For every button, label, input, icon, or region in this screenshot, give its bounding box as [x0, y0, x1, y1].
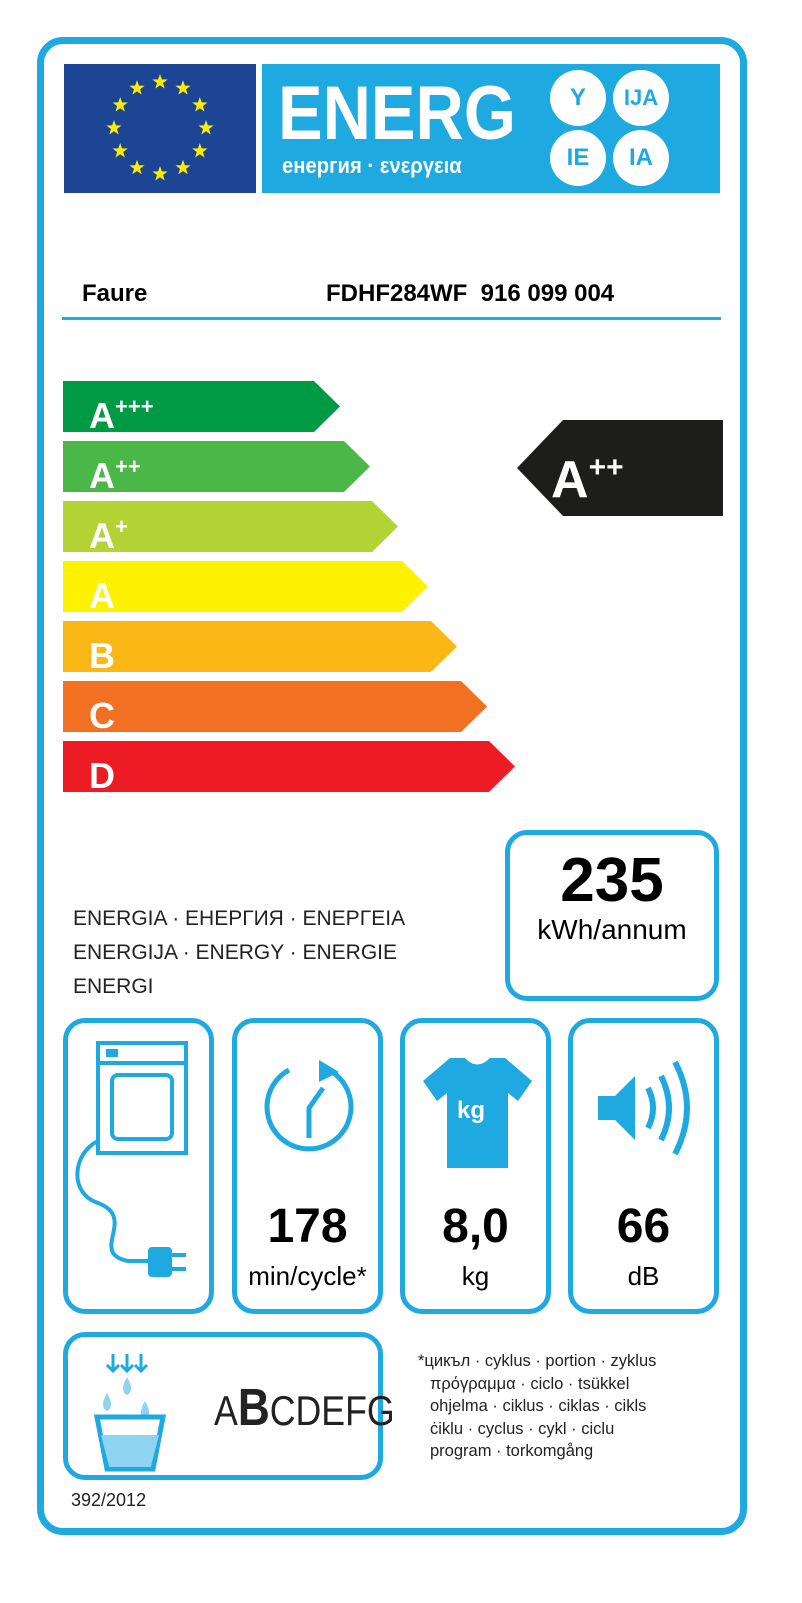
scale-label: A: [89, 455, 115, 496]
scale-label: A: [89, 395, 115, 436]
noise-unit: dB: [627, 1261, 660, 1291]
footnote-line: πρόγραμμα · ciclo · tsükkel: [430, 1374, 630, 1393]
scale-label: C: [89, 695, 115, 736]
cycle-time-value: 178: [267, 1200, 348, 1253]
energy-consumption-box: 235 kWh/annum: [505, 830, 719, 1001]
rating-arrow: A++: [517, 420, 723, 516]
rating-sup: ++: [588, 451, 624, 484]
label-frame: [37, 37, 747, 1535]
suffix-ia: IA: [613, 130, 669, 186]
suffix-ie: IE: [550, 130, 606, 186]
tshirt-kg-icon: [423, 1058, 532, 1168]
divider: [62, 317, 721, 320]
star-icon: [106, 120, 122, 135]
condensation-icon: [93, 1354, 167, 1472]
energy-subtitle: енергия · ενεργεια: [282, 153, 462, 178]
kg-badge: kg: [457, 1097, 486, 1124]
class-selected: B: [237, 1379, 270, 1437]
scale-bar: A++: [63, 441, 370, 492]
scale-label: A: [89, 515, 115, 556]
class-a: A: [214, 1387, 238, 1434]
scale-label: A: [89, 575, 115, 616]
supplier-name: Faure: [82, 280, 148, 307]
energia-line: ENERGIJA · ENERGY · ENERGIE: [73, 941, 398, 964]
energia-line: ENERGI: [73, 975, 154, 998]
star-icon: [129, 159, 145, 175]
scale-bar: A+: [63, 501, 398, 552]
suffix-y: Y: [550, 70, 606, 126]
scale-sup: ++: [115, 454, 141, 479]
scale-sup: +++: [115, 394, 154, 419]
energy-value: 235: [560, 846, 664, 915]
star-icon: [192, 143, 208, 158]
capacity-box: kg 8,0 kg: [400, 1018, 551, 1314]
scale-label: D: [89, 755, 115, 796]
footnote-line: ohjelma · ciklus · ciklas · cikls: [430, 1397, 647, 1415]
footnote: *цикъл · cyklus · portion · zyklus πρόγρ…: [418, 1350, 656, 1463]
star-icon: [192, 97, 208, 112]
energy-header: ENERG енергия · ενεργεια Y IJA IE IA: [262, 64, 720, 193]
footnote-line: ċiklu · cyclus · cykl · ciclu: [430, 1419, 615, 1438]
dryer-box: [63, 1018, 214, 1314]
regulation-number: 392/2012: [71, 1490, 147, 1510]
scale-sup: +: [115, 514, 128, 539]
dryer-plug-icon: [75, 1041, 188, 1277]
rating-label: A: [551, 451, 589, 509]
suffix-ija: IJA: [613, 70, 669, 126]
footnote-line: program · torkomgång: [430, 1442, 594, 1460]
star-icon: [112, 143, 128, 158]
noise-value: 66: [616, 1200, 671, 1253]
energy-word: ENERG: [278, 71, 516, 156]
cycle-time-unit: min/cycle*: [248, 1261, 367, 1291]
model-id: FDHF284WF 916 099 004: [326, 280, 615, 307]
scale-bar: A+++: [63, 381, 340, 432]
scale-bar: D: [63, 741, 515, 792]
scale-bar: B: [63, 621, 457, 672]
scale-bar: C: [63, 681, 487, 732]
energy-unit: kWh/annum: [537, 914, 687, 945]
energia-line: ENERGIA · ЕНЕРГИЯ · ΕΝΕΡΓΕΙΑ: [73, 907, 406, 930]
eu-flag-icon: [64, 64, 256, 193]
star-icon: [112, 97, 128, 112]
noise-box: 66 dB: [568, 1018, 719, 1314]
star-icon: [175, 80, 191, 95]
scale-label: B: [89, 635, 115, 676]
condensation-box: [63, 1332, 383, 1480]
star-icon: [152, 166, 168, 181]
capacity-value: 8,0: [442, 1200, 509, 1253]
capacity-unit: kg: [461, 1261, 490, 1291]
energia-text: ENERGIA · ЕНЕРГИЯ · ΕΝΕΡΓΕΙΑ ENERGIJA · …: [73, 902, 405, 1004]
scale-bar: A: [63, 561, 428, 612]
star-icon: [175, 159, 191, 175]
speaker-icon: [598, 1060, 690, 1156]
condensation-class-scale: ABCDEFG: [214, 1378, 395, 1438]
class-rest: CDEFG: [269, 1387, 395, 1434]
cycle-time-icon: [264, 1060, 354, 1152]
cycle-time-box: 178 min/cycle*: [232, 1018, 383, 1314]
star-icon: [129, 80, 145, 95]
star-icon: [198, 120, 214, 135]
star-icon: [152, 74, 168, 89]
footnote-line: *цикъл · cyklus · portion · zyklus: [418, 1352, 657, 1370]
